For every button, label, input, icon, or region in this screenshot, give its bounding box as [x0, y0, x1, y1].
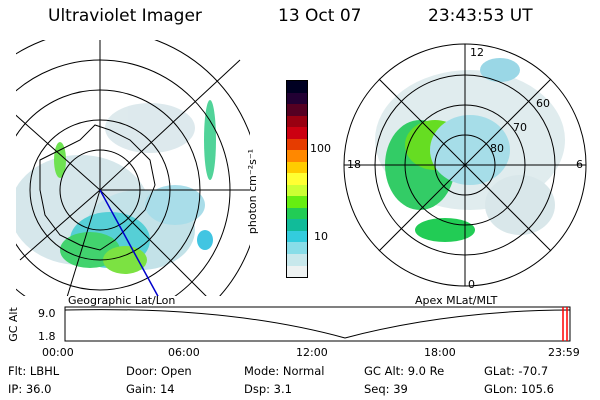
apex-label: Apex MLat/MLT [415, 294, 498, 307]
colorbar-segment [287, 81, 307, 93]
info-mode: Mode: Normal [244, 364, 325, 378]
info-glat: GLat: -70.7 [484, 364, 549, 378]
date-label: 13 Oct 07 [278, 6, 362, 26]
altplot-xtick-2: 12:00 [296, 346, 328, 359]
polar-lat-70: 70 [513, 121, 527, 134]
polar-label-6: 6 [576, 158, 583, 171]
altplot-ytick-1.8: 1.8 [38, 330, 56, 343]
info-dsp: Dsp: 3.1 [244, 382, 292, 396]
polar-label-18: 18 [347, 158, 361, 171]
colorbar-segment [287, 253, 307, 266]
colorbar-segment [287, 92, 307, 105]
colorbar-segment [287, 219, 307, 231]
colorbar-segment [287, 104, 307, 116]
colorbar-segment [287, 242, 307, 254]
geographic-label: Geographic Lat/Lon [68, 294, 176, 307]
info-gain: Gain: 14 [126, 382, 175, 396]
colorbar-segment [287, 184, 307, 197]
altplot-xtick-4: 23:59 [548, 346, 580, 359]
app-title: Ultraviolet Imager [48, 6, 202, 26]
colorbar-segment [287, 127, 307, 139]
info-flt: Flt: LBHL [8, 364, 60, 378]
altplot-y-title: GC Alt [6, 307, 20, 342]
info-door: Door: Open [126, 364, 192, 378]
colorbar-segment [287, 161, 307, 174]
info-gcalt: GC Alt: 9.0 Re [364, 364, 445, 378]
polar-lat-60: 60 [536, 97, 550, 110]
altplot-xtick-1: 06:00 [168, 346, 200, 359]
colorbar-tick-100: 100 [310, 142, 331, 155]
colorbar-segment [287, 150, 307, 162]
colorbar-segment [287, 138, 307, 151]
time-label: 23:43:53 UT [428, 6, 533, 26]
polar-label-0: 0 [468, 278, 475, 291]
altplot-xtick-0: 00:00 [42, 346, 74, 359]
colorbar-segment [287, 173, 307, 185]
info-seq: Seq: 39 [364, 382, 408, 396]
colorbar-tick-10: 10 [314, 230, 328, 243]
colorbar-segment [287, 230, 307, 243]
colorbar-segment [287, 196, 307, 208]
altplot-xtick-3: 18:00 [424, 346, 456, 359]
info-glon: GLon: 105.6 [484, 382, 554, 396]
colorbar [286, 80, 308, 278]
info-ip: IP: 36.0 [8, 382, 52, 396]
colorbar-segment [287, 115, 307, 128]
polar-lat-80: 80 [490, 142, 504, 155]
colorbar-segment [287, 265, 307, 278]
altplot-ytick-9: 9.0 [38, 307, 56, 320]
polar-label-12: 12 [470, 46, 484, 59]
colorbar-segment [287, 207, 307, 220]
